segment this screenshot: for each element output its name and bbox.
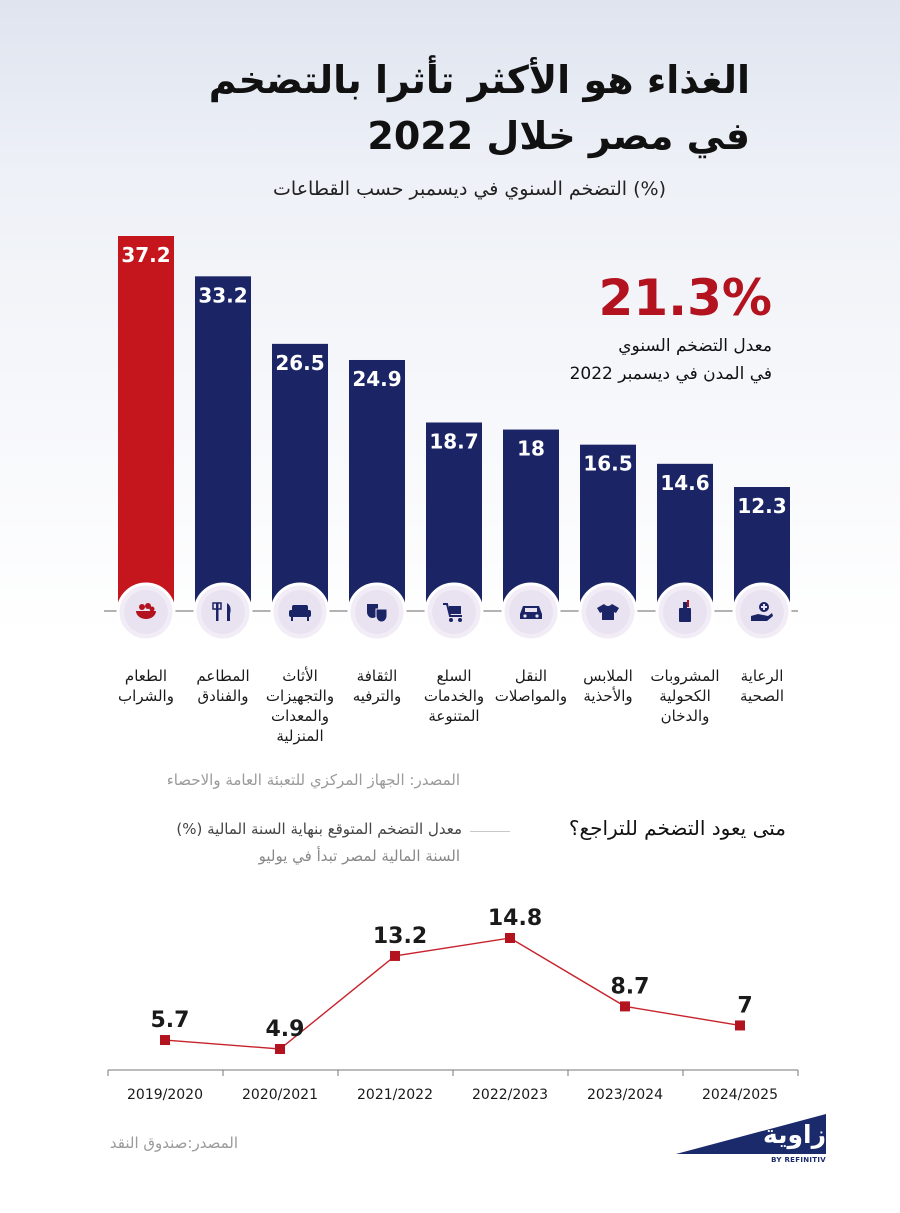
bar-value-label: 33.2 <box>198 283 247 307</box>
line-value-label: 7 <box>737 993 752 1018</box>
bar-category-label-line: الطعام <box>124 667 168 685</box>
bar-category-label: المطاعم والفنادق <box>181 666 265 706</box>
bar-category-label-line: الأثاث <box>282 667 318 685</box>
bar-category-label: الطعام والشراب <box>104 666 188 706</box>
bar-chart-source: المصدر: الجهاز المركزي للتعبئة العامة وا… <box>166 771 460 789</box>
bar-category-label-line: والفنادق <box>197 687 249 705</box>
logo-text: زاوية <box>762 1120 826 1149</box>
bar-category-label-line: المشروبات <box>650 667 720 685</box>
bar-category-label-line: والأحذية <box>583 687 633 705</box>
bar-category-label-line: المطاعم <box>196 667 250 685</box>
bar-value-label: 12.3 <box>737 494 786 518</box>
x-tick-label: 2019/2020 <box>127 1087 203 1103</box>
bar-category-label-line: والمعدات <box>270 707 330 725</box>
line-chart-source: المصدر:صندوق النقد <box>109 1134 238 1152</box>
bar-value-label: 14.6 <box>660 471 709 495</box>
bar-category-label: الأثاث والتجهيزات والمعدات المنزلية <box>258 666 342 746</box>
shopping-cart-icon <box>443 603 462 622</box>
bar-category-label-line: المنزلية <box>276 727 324 745</box>
car-icon <box>520 606 542 619</box>
bar <box>503 429 559 611</box>
x-tick-label: 2023/2024 <box>587 1087 663 1103</box>
line-legend: معدل التضخم المتوقع بنهاية السنة المالية… <box>80 820 510 842</box>
highlight-label: معدل التضخم السنوي في المدن في ديسمبر 20… <box>540 332 772 388</box>
line-chart-title: متى يعود التضخم للتراجع؟ <box>568 816 786 840</box>
line-point <box>505 933 515 943</box>
bar-category-label: الرعاية الصحية <box>720 666 804 706</box>
x-tick-label: 2021/2022 <box>357 1087 433 1103</box>
bar-category-label: الثقافة والترفيه <box>335 666 419 706</box>
bar-category-label-line: والدخان <box>660 707 710 725</box>
line-value-label: 4.9 <box>266 1017 305 1042</box>
bar <box>195 276 251 611</box>
bar-category-label-line: والشراب <box>118 687 174 705</box>
line-series <box>164 937 741 1050</box>
bar-value-label: 16.5 <box>583 452 632 476</box>
page-title: الغذاء هو الأكثر تأثرا بالتضخم في مصر خل… <box>60 52 750 164</box>
line-point <box>390 950 400 961</box>
line-chart-note: السنة المالية لمصر تبدأ في يوليو <box>258 847 460 865</box>
line-point <box>275 1044 285 1054</box>
bar-category-label-line: والتجهيزات <box>265 687 335 705</box>
bar <box>118 236 174 611</box>
bar-category-label-line: الكحولية <box>659 687 711 705</box>
logo-shape <box>676 1114 826 1154</box>
food-bowl-icon <box>136 603 156 619</box>
bar-category-label-line: المتنوعة <box>428 707 480 725</box>
bar-value-label: 37.2 <box>121 243 170 267</box>
legend-label: معدل التضخم المتوقع بنهاية السنة المالية… <box>176 820 462 838</box>
bar-category-label-line: الثقافة <box>356 667 398 685</box>
tshirt-icon <box>597 604 619 620</box>
title-line-2: في مصر خلال 2022 <box>367 114 750 158</box>
line-point <box>735 1020 745 1031</box>
line-value-label: 13.2 <box>373 924 427 949</box>
chart-subtitle: التضخم السنوي في ديسمبر حسب القطاعات (%) <box>273 178 666 200</box>
bar-value-label: 18 <box>517 437 545 461</box>
bar-category-label-line: والترفيه <box>352 687 402 705</box>
line-point <box>620 1001 630 1012</box>
title-line-1: الغذاء هو الأكثر تأثرا بالتضخم <box>208 58 750 102</box>
bar-value-label: 24.9 <box>352 367 401 391</box>
icon-circle-inner <box>740 590 784 634</box>
bar-category-label: المشروبات الكحولية والدخان <box>643 666 727 726</box>
legend-line-swatch <box>470 831 510 832</box>
bar-category-label: الملابس والأحذية <box>566 666 650 706</box>
bar <box>426 422 482 611</box>
bar-category-label-line: والمواصلات <box>494 687 568 705</box>
zawya-logo: زاوية BY REFINITIV <box>676 1114 826 1170</box>
bar-category-label: السلع والخدمات المتنوعة <box>412 666 496 726</box>
bar-category-label: النقل والمواصلات <box>489 666 573 706</box>
highlight-label-line-1: معدل التضخم السنوي <box>618 336 772 356</box>
line-value-label: 5.7 <box>151 1008 190 1033</box>
bar-category-label-line: الرعاية <box>740 667 784 685</box>
x-tick-label: 2022/2023 <box>472 1087 548 1103</box>
x-tick-label: 2024/2025 <box>702 1087 778 1103</box>
bar <box>349 359 405 611</box>
highlight-label-line-2: في المدن في ديسمبر 2022 <box>569 364 772 384</box>
bar-category-label-line: السلع <box>436 667 472 685</box>
bar <box>272 343 328 611</box>
bar-category-label-line: والخدمات <box>423 687 485 705</box>
highlight-value: 21.3% <box>598 269 772 327</box>
fork-knife-icon <box>212 602 231 621</box>
x-tick-label: 2020/2021 <box>242 1087 318 1103</box>
bar-value-label: 18.7 <box>429 429 478 453</box>
armchair-icon <box>289 605 311 621</box>
theater-masks-icon <box>367 604 388 623</box>
line-value-label: 14.8 <box>488 906 542 931</box>
bar-chart: 37.2 33.2 26.5 24.9 18.7 18 16.5 14.6 12.3 <box>104 236 798 642</box>
line-value-label: 8.7 <box>611 974 650 999</box>
bar-value-label: 26.5 <box>275 351 324 375</box>
bottle-icon <box>679 600 691 622</box>
bar-category-label-line: الصحية <box>740 687 784 705</box>
line-point <box>160 1035 170 1046</box>
icon-circle-inner <box>201 590 245 634</box>
health-hand-icon <box>751 602 773 621</box>
bar-category-label-line: النقل <box>514 667 548 685</box>
logo-subtext: BY REFINITIV <box>771 1156 826 1164</box>
highlight-stat: 21.3% معدل التضخم السنوي في المدن في ديس… <box>540 268 772 388</box>
bar-category-label-line: الملابس <box>583 667 633 685</box>
